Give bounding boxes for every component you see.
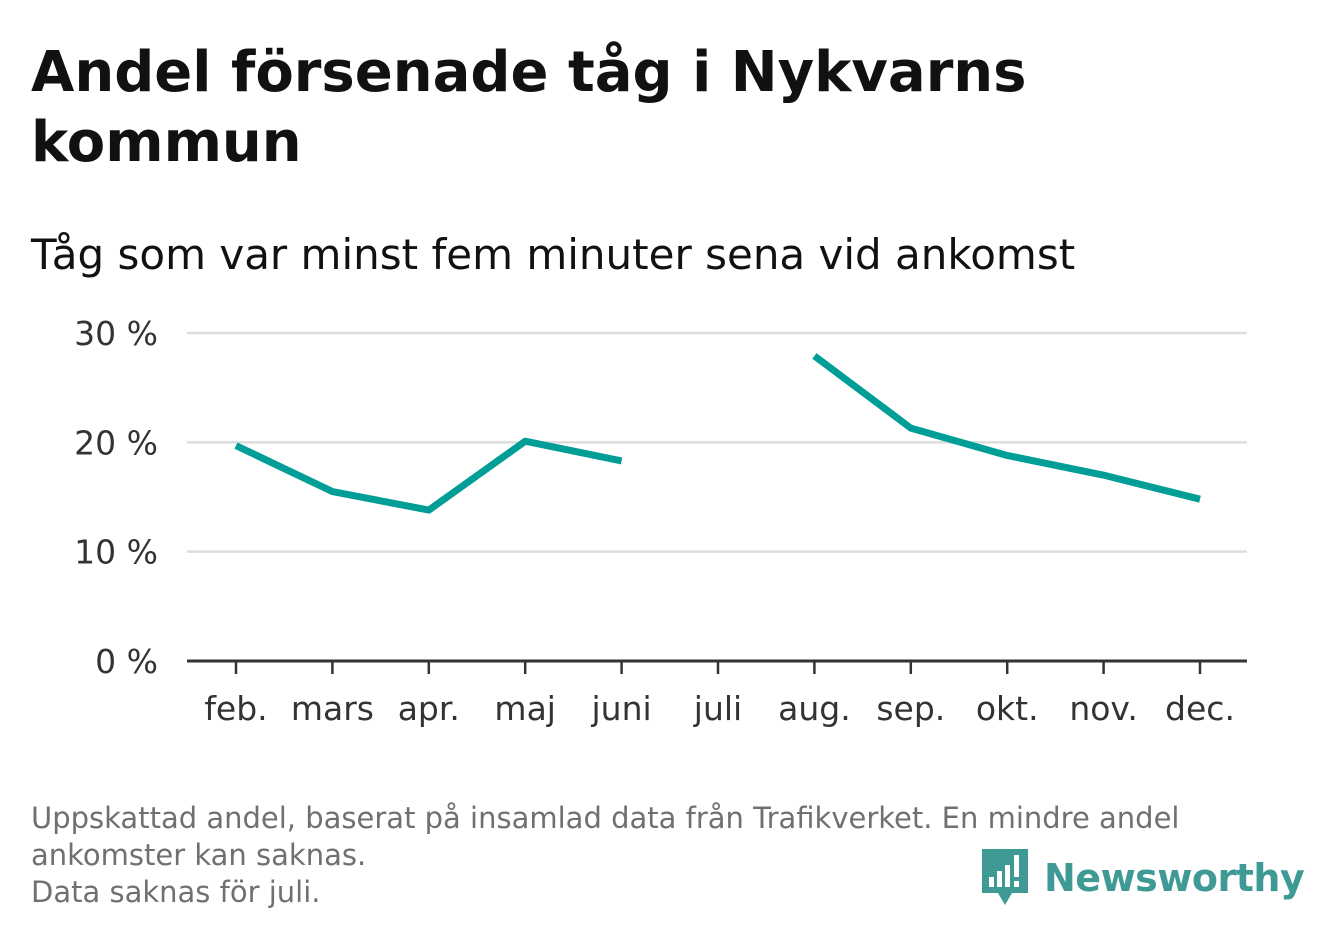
x-tick-label: aug. [778, 689, 851, 728]
data-series [234, 353, 1201, 514]
x-tick-label: mars [291, 689, 374, 728]
gridlines [187, 331, 1247, 553]
x-tick-label: nov. [1069, 689, 1138, 728]
y-tick-label: 30 % [74, 314, 158, 353]
chart-title: Andel försenade tåg i Nykvarns kommun [31, 40, 1027, 175]
y-tick-label: 0 % [95, 642, 158, 681]
footnote: Uppskattad andel, baserat på insamlad da… [31, 800, 1281, 911]
x-tick-label: feb. [204, 689, 267, 728]
footnote-line-1: Uppskattad andel, baserat på insamlad da… [31, 801, 1180, 835]
footnote-line-2: ankomster kan saknas. [31, 838, 367, 872]
y-tick-labels: 0 % 10 % 20 % 30 % [74, 314, 158, 681]
x-tick-label: juli [693, 689, 742, 728]
footnote-line-3: Data saknas för juli. [31, 875, 321, 909]
newsworthy-logo-icon [982, 849, 1028, 905]
x-tick-label: juni [591, 689, 652, 728]
line-chart: 0 % 10 % 20 % 30 % feb. mars apr. maj juni juli a… [74, 314, 1247, 728]
x-tick-label: okt. [976, 689, 1039, 728]
y-tick-label: 10 % [74, 533, 158, 572]
series-line [812, 353, 1201, 503]
x-tick-labels: feb. mars apr. maj juni juli aug. sep. okt. nov. d… [204, 689, 1235, 728]
x-axis [187, 659, 1247, 674]
series-line [234, 437, 623, 514]
y-tick-label: 20 % [74, 423, 158, 462]
x-tick-label: dec. [1165, 689, 1235, 728]
newsworthy-logo: Newsworthy [980, 846, 1305, 910]
logo-text: Newsworthy [1044, 856, 1305, 900]
x-tick-label: sep. [876, 689, 945, 728]
x-tick-label: apr. [398, 689, 460, 728]
x-tick-label: maj [494, 689, 556, 728]
chart-subtitle: Tåg som var minst fem minuter sena vid a… [31, 230, 1076, 279]
